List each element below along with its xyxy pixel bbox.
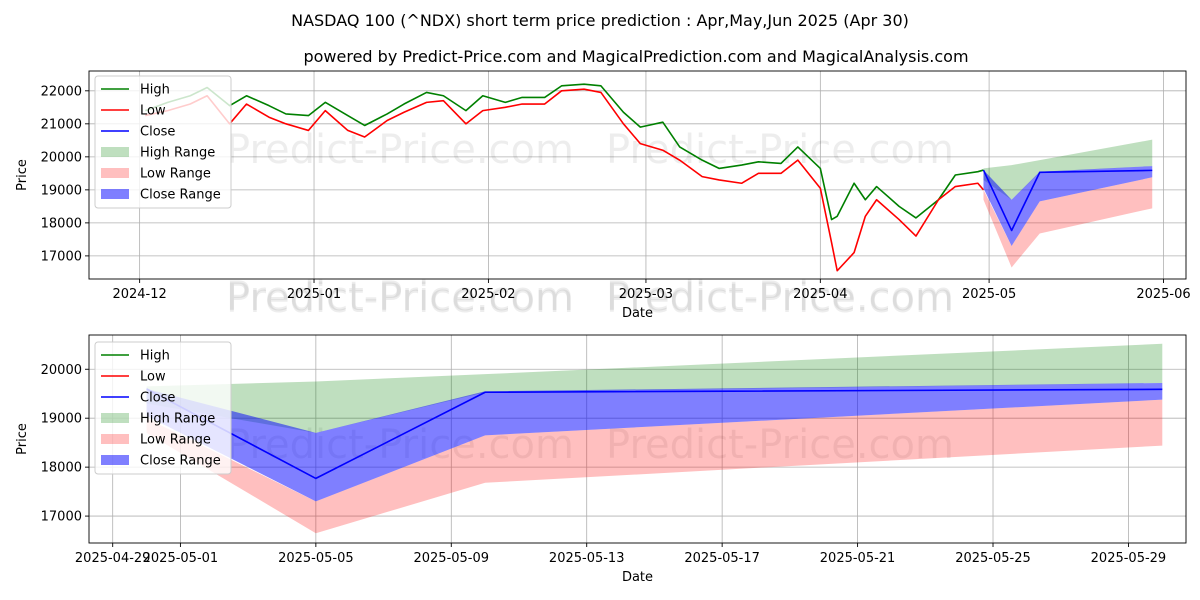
x-tick-label: 2025-05-25 xyxy=(955,551,1031,566)
legend-low-label: Low xyxy=(140,370,166,385)
x-tick-label: 2025-06 xyxy=(1136,287,1190,302)
x-tick-label: 2025-04 xyxy=(793,287,847,302)
low-range-band xyxy=(983,177,1153,268)
watermark-text: Predict-Price.com xyxy=(226,127,574,173)
legend-close-range-swatch xyxy=(101,189,129,199)
legend-low-range-swatch xyxy=(101,168,129,178)
low-series-line xyxy=(145,88,985,272)
y-tick-label: 21000 xyxy=(41,117,82,132)
x-tick-label: 2025-01 xyxy=(287,287,341,302)
x-tick-label: 2025-05-17 xyxy=(684,551,760,566)
x-tick-label: 2025-02 xyxy=(461,287,515,302)
high-range-band xyxy=(146,343,1163,433)
legend-high-range-swatch xyxy=(101,413,129,423)
y-tick-label: 17000 xyxy=(41,249,82,264)
legend-close-range-swatch xyxy=(101,455,129,465)
x-axis-label: Date xyxy=(622,570,653,585)
x-tick-label: 2025-05-09 xyxy=(413,551,489,566)
chart-title: NASDAQ 100 (^NDX) short term price predi… xyxy=(291,11,909,30)
legend: High Low Close High Range Low Range Close Ran… xyxy=(94,341,232,475)
legend-high-range-label: High Range xyxy=(140,146,215,161)
legend-box xyxy=(94,341,232,475)
watermark-text: Predict-Price.com xyxy=(226,274,574,320)
close-forecast-line xyxy=(982,169,1153,232)
watermark-text: Predict-Price.com xyxy=(606,276,954,322)
legend-low-range-swatch xyxy=(101,434,129,444)
x-tick-label: 2025-05 xyxy=(962,287,1016,302)
chart-subtitle: powered by Predict-Price.com and Magical… xyxy=(303,47,968,66)
y-tick-label: 20000 xyxy=(41,363,82,378)
legend-close-range-label: Close Range xyxy=(140,454,221,469)
close-range-band xyxy=(983,166,1153,246)
x-tick-label: 2024-12 xyxy=(112,287,166,302)
x-tick-label: 2025-05-29 xyxy=(1091,551,1167,566)
plot-frame xyxy=(88,70,1187,280)
y-axis-label: Price xyxy=(15,423,30,455)
legend-high-label: High xyxy=(140,349,170,364)
y-tick-label: 18000 xyxy=(41,461,82,476)
low-range-band xyxy=(146,399,1163,534)
x-tick-label: 2025-05-21 xyxy=(820,551,896,566)
y-tick-label: 20000 xyxy=(41,150,82,165)
x-tick-label: 2025-03 xyxy=(619,287,673,302)
close-range-band xyxy=(146,382,1163,502)
legend: High Low Close High Range Low Range Close Ran… xyxy=(94,75,232,209)
legend-high-range-swatch xyxy=(101,147,129,157)
plot-frame xyxy=(88,334,1187,544)
x-tick-label: 2025-04-29 xyxy=(75,551,151,566)
y-tick-label: 18000 xyxy=(41,216,82,231)
legend-low-label: Low xyxy=(140,104,166,119)
legend-close-label: Close xyxy=(140,391,175,406)
forecast-detail-chart: Predict-Price.com Predict-Price.com Predic… xyxy=(15,274,1187,585)
legend-close-label: Close xyxy=(140,125,175,140)
x-tick-label: 2025-05-01 xyxy=(143,551,219,566)
y-axis-label: Price xyxy=(15,159,30,191)
legend-close-range-label: Close Range xyxy=(140,188,221,203)
high-series-line xyxy=(144,83,984,221)
y-tick-label: 22000 xyxy=(41,84,82,99)
x-tick-label: 2025-05-05 xyxy=(278,551,354,566)
legend-box xyxy=(94,75,232,209)
x-axis-label: Date xyxy=(622,306,653,321)
legend-low-range-label: Low Range xyxy=(140,167,211,182)
watermark-text: Predict-Price.com xyxy=(606,274,954,320)
price-history-chart: Predict-Price.com Predict-Price.com Predic… xyxy=(15,70,1191,322)
watermark-text: Predict-Price.com xyxy=(226,276,574,322)
legend-high-label: High xyxy=(140,83,170,98)
x-tick-label: 2025-05-13 xyxy=(549,551,625,566)
high-range-band xyxy=(983,139,1153,200)
watermark-text: Predict-Price.com xyxy=(606,127,954,173)
y-tick-label: 19000 xyxy=(41,183,82,198)
y-tick-label: 17000 xyxy=(41,510,82,525)
legend-high-range-label: High Range xyxy=(140,412,215,427)
watermark-text: Predict-Price.com xyxy=(606,422,954,468)
legend-low-range-label: Low Range xyxy=(140,433,211,448)
y-tick-label: 19000 xyxy=(41,412,82,427)
